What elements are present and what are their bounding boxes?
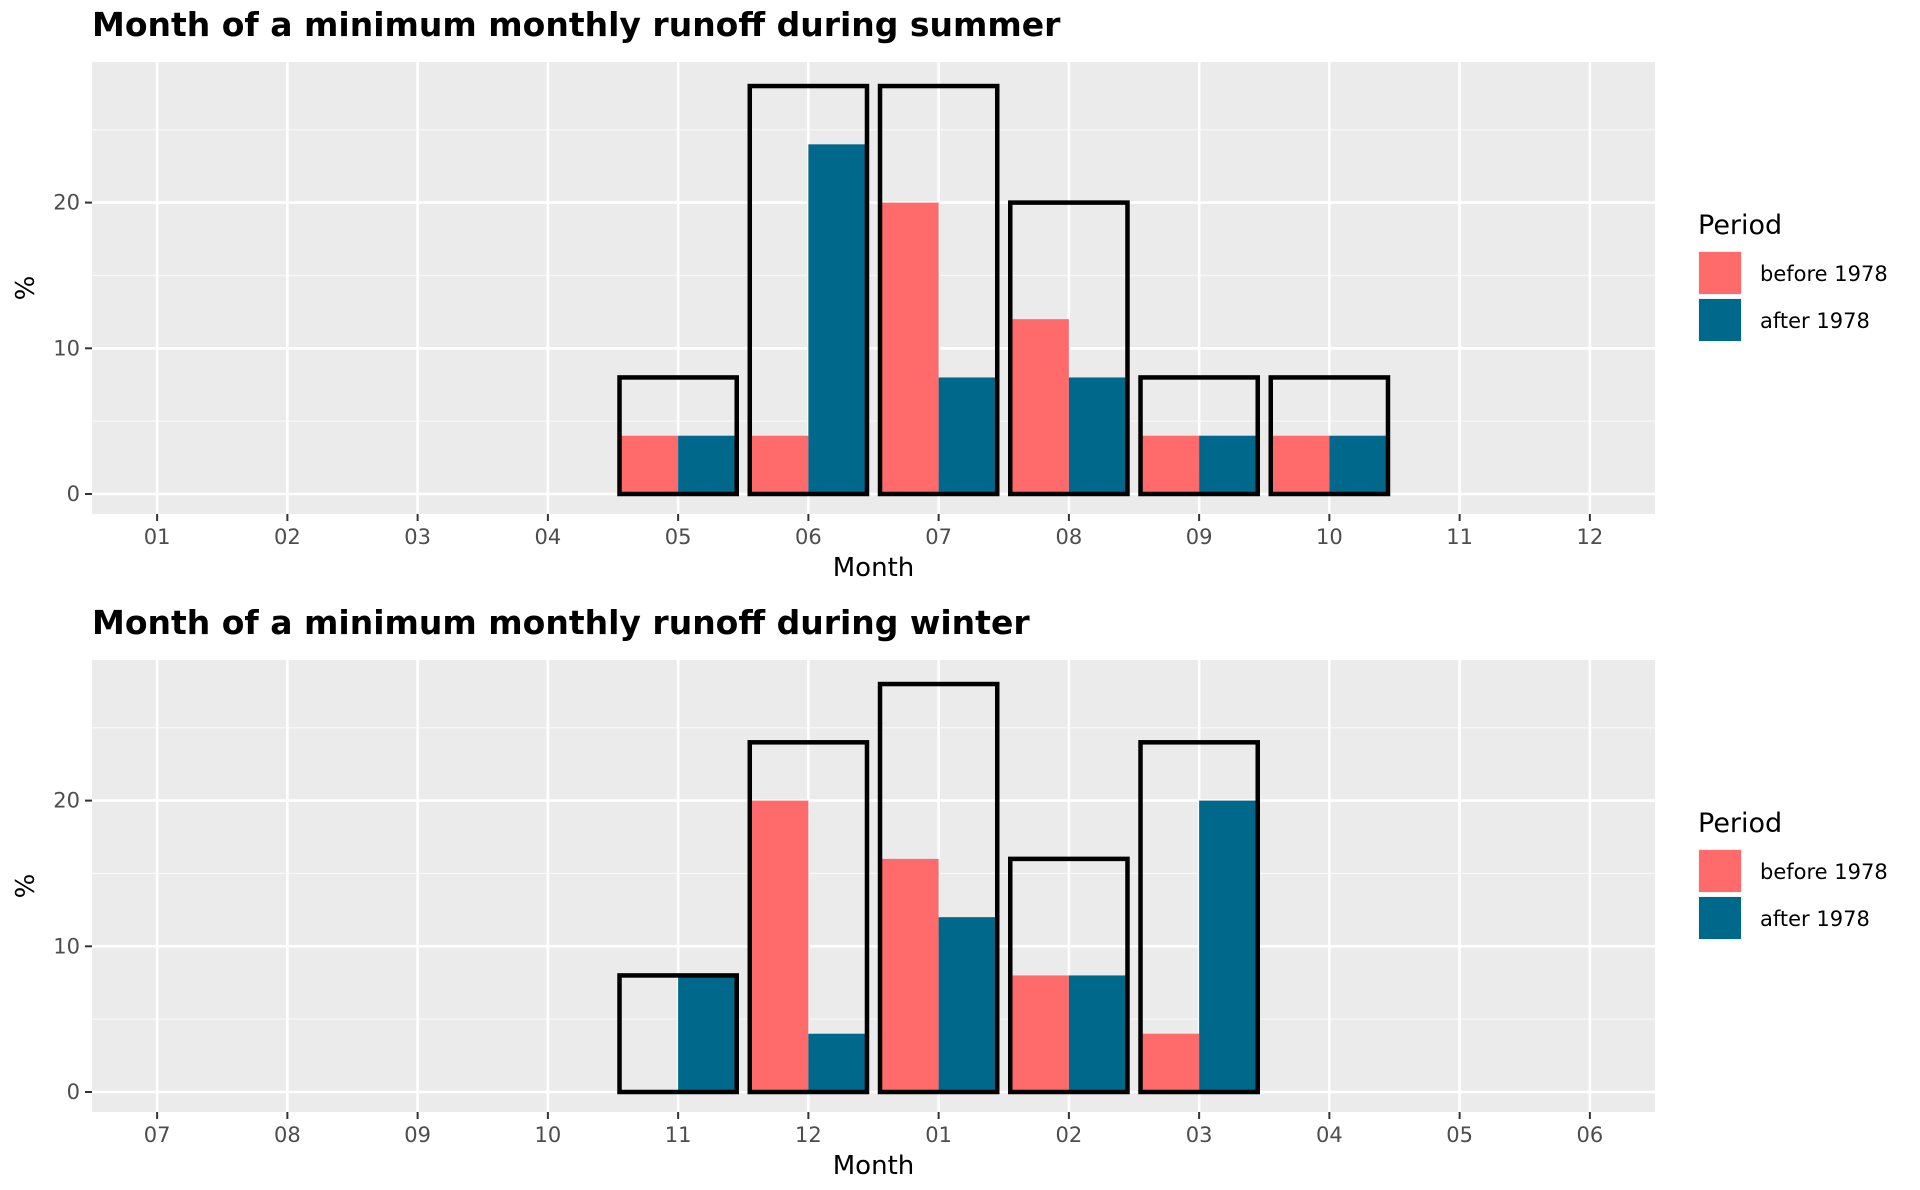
chart-title: Month of a minimum monthly runoff during…: [92, 5, 1061, 44]
y-axis-label: %: [11, 874, 41, 899]
bar-total-outline: [1138, 740, 1260, 1095]
bar-total-outline: [877, 83, 1000, 497]
bar-total-outline: [747, 740, 870, 1095]
x-tick-label: 06: [1577, 1123, 1604, 1147]
bar-before-1978: [1010, 975, 1069, 1092]
bar-total-outline: [1008, 856, 1130, 1095]
legend-swatch: [1699, 299, 1741, 341]
bar-before-1978: [1010, 319, 1069, 494]
x-axis-label: Month: [833, 553, 915, 583]
x-tick-label: 08: [274, 1123, 301, 1147]
y-tick-label: 20: [53, 789, 80, 813]
bar-after-1978: [1199, 800, 1258, 1092]
bar-after-1978: [1199, 435, 1258, 494]
legend-label: after 1978: [1760, 907, 1870, 931]
x-tick-label: 09: [1186, 525, 1213, 549]
bar-total-outline: [617, 375, 739, 497]
bar-before-1978: [880, 202, 939, 494]
bar-after-1978: [1329, 435, 1388, 494]
legend-label: before 1978: [1760, 860, 1888, 884]
plot-background: [92, 660, 1655, 1112]
x-tick-label: 03: [404, 525, 431, 549]
x-tick-label: 04: [1316, 1123, 1343, 1147]
bar-before-1978: [1140, 435, 1200, 494]
x-axis-label: Month: [833, 1151, 915, 1181]
bar-before-1978: [1140, 1033, 1200, 1092]
legend-title: Period: [1698, 210, 1782, 241]
legend-swatch: [1699, 850, 1741, 892]
y-tick-label: 20: [53, 191, 80, 215]
x-tick-label: 07: [144, 1123, 171, 1147]
plot-background: [92, 62, 1655, 514]
x-tick-label: 09: [404, 1123, 431, 1147]
x-tick-label: 02: [1056, 1123, 1083, 1147]
bar-after-1978: [938, 917, 998, 1092]
x-tick-label: 02: [274, 525, 301, 549]
bar-before-1978: [880, 858, 939, 1092]
x-tick-label: 04: [535, 525, 562, 549]
bar-total-outline: [1008, 200, 1130, 497]
bar-after-1978: [1068, 377, 1128, 494]
legend: Period before 1978 after 1978: [1698, 210, 1888, 342]
x-tick-label: 05: [665, 525, 692, 549]
legend-label: before 1978: [1760, 262, 1888, 286]
bar-after-1978: [808, 1033, 867, 1092]
legend-label: after 1978: [1760, 309, 1870, 333]
bar-after-1978: [808, 144, 867, 494]
x-tick-label: 05: [1446, 1123, 1473, 1147]
bar-total-outline: [747, 83, 870, 497]
x-tick-label: 12: [795, 1123, 822, 1147]
bar-before-1978: [619, 435, 679, 494]
x-tick-label: 11: [665, 1123, 692, 1147]
x-tick-label: 10: [535, 1123, 562, 1147]
bar-after-1978: [1068, 975, 1128, 1092]
x-tick-label: 03: [1186, 1123, 1213, 1147]
legend-swatch: [1699, 252, 1741, 294]
y-tick-label: 10: [53, 934, 80, 958]
legend-swatch: [1699, 897, 1741, 939]
bar-total-outline: [617, 973, 739, 1095]
x-tick-label: 06: [795, 525, 822, 549]
bar-total-outline: [877, 681, 1000, 1095]
y-tick-label: 10: [53, 336, 80, 360]
x-tick-label: 10: [1316, 525, 1343, 549]
y-tick-label: 0: [67, 1080, 80, 1104]
x-tick-label: 11: [1446, 525, 1473, 549]
bar-after-1978: [678, 435, 737, 494]
bar-total-outline: [1138, 375, 1260, 497]
chart-panel-winter: Month of a minimum monthly runoff during…: [11, 603, 1888, 1181]
bar-before-1978: [749, 435, 809, 494]
chart-title: Month of a minimum monthly runoff during…: [92, 603, 1030, 642]
x-tick-label: 07: [925, 525, 952, 549]
chart-panel-summer: Month of a minimum monthly runoff during…: [11, 5, 1888, 583]
bar-total-outline: [1268, 375, 1391, 497]
legend-title: Period: [1698, 808, 1782, 839]
x-tick-label: 01: [144, 525, 171, 549]
bar-before-1978: [749, 800, 809, 1092]
bar-after-1978: [938, 377, 998, 494]
y-axis-label: %: [11, 276, 41, 301]
bar-before-1978: [1270, 435, 1330, 494]
y-tick-label: 0: [67, 482, 80, 506]
x-tick-label: 12: [1577, 525, 1604, 549]
legend: Period before 1978 after 1978: [1698, 808, 1888, 940]
x-tick-label: 01: [925, 1123, 952, 1147]
x-tick-label: 08: [1056, 525, 1083, 549]
bar-after-1978: [678, 975, 737, 1092]
